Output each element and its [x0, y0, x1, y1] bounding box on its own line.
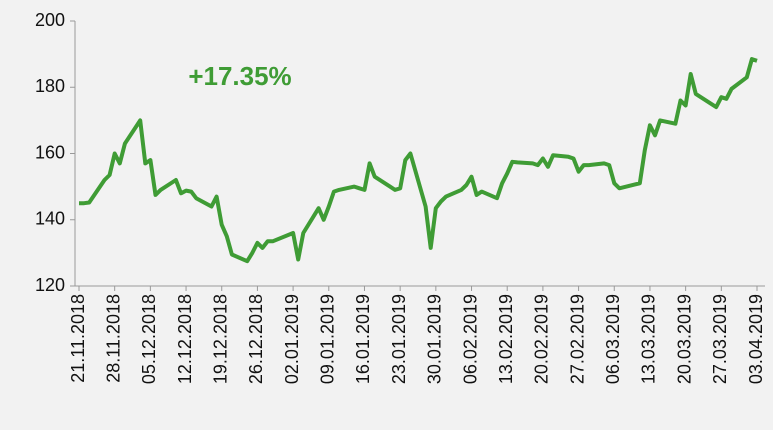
x-tick-label: 13.03.2019 — [639, 294, 659, 384]
x-tick-label: 09.01.2019 — [318, 294, 338, 384]
x-tick-label: 21.11.2018 — [68, 294, 88, 383]
x-tick-label: 06.02.2019 — [460, 294, 480, 384]
x-tick-label: 02.01.2019 — [282, 294, 302, 384]
y-tick-label: 140 — [35, 209, 65, 229]
annotation: +17.35% — [188, 61, 291, 91]
x-tick-label: 23.01.2019 — [389, 294, 409, 384]
x-tick-label: 19.12.2018 — [210, 294, 230, 384]
x-tick-label: 05.12.2018 — [139, 294, 159, 384]
y-tick-label: 180 — [35, 76, 65, 96]
x-tick-label: 20.02.2019 — [532, 294, 552, 384]
x-tick-label: 16.01.2019 — [353, 294, 373, 384]
x-tick-label: 26.12.2018 — [246, 294, 266, 384]
x-tick-label: 03.04.2019 — [746, 294, 766, 384]
x-tick-label: 30.01.2019 — [425, 294, 445, 384]
x-tick-label: 27.03.2019 — [710, 294, 730, 384]
y-tick-label: 160 — [35, 142, 65, 162]
x-tick-label: 20.03.2019 — [674, 294, 694, 384]
x-tick-label: 06.03.2019 — [603, 294, 623, 384]
y-tick-label: 200 — [35, 10, 65, 30]
y-tick-label: 120 — [35, 275, 65, 295]
x-tick-label: 13.02.2019 — [496, 294, 516, 384]
x-tick-label: 12.12.2018 — [175, 294, 195, 384]
x-tick-label: 28.11.2018 — [103, 294, 123, 383]
price-line — [79, 57, 758, 264]
x-tick-label: 27.02.2019 — [567, 294, 587, 384]
